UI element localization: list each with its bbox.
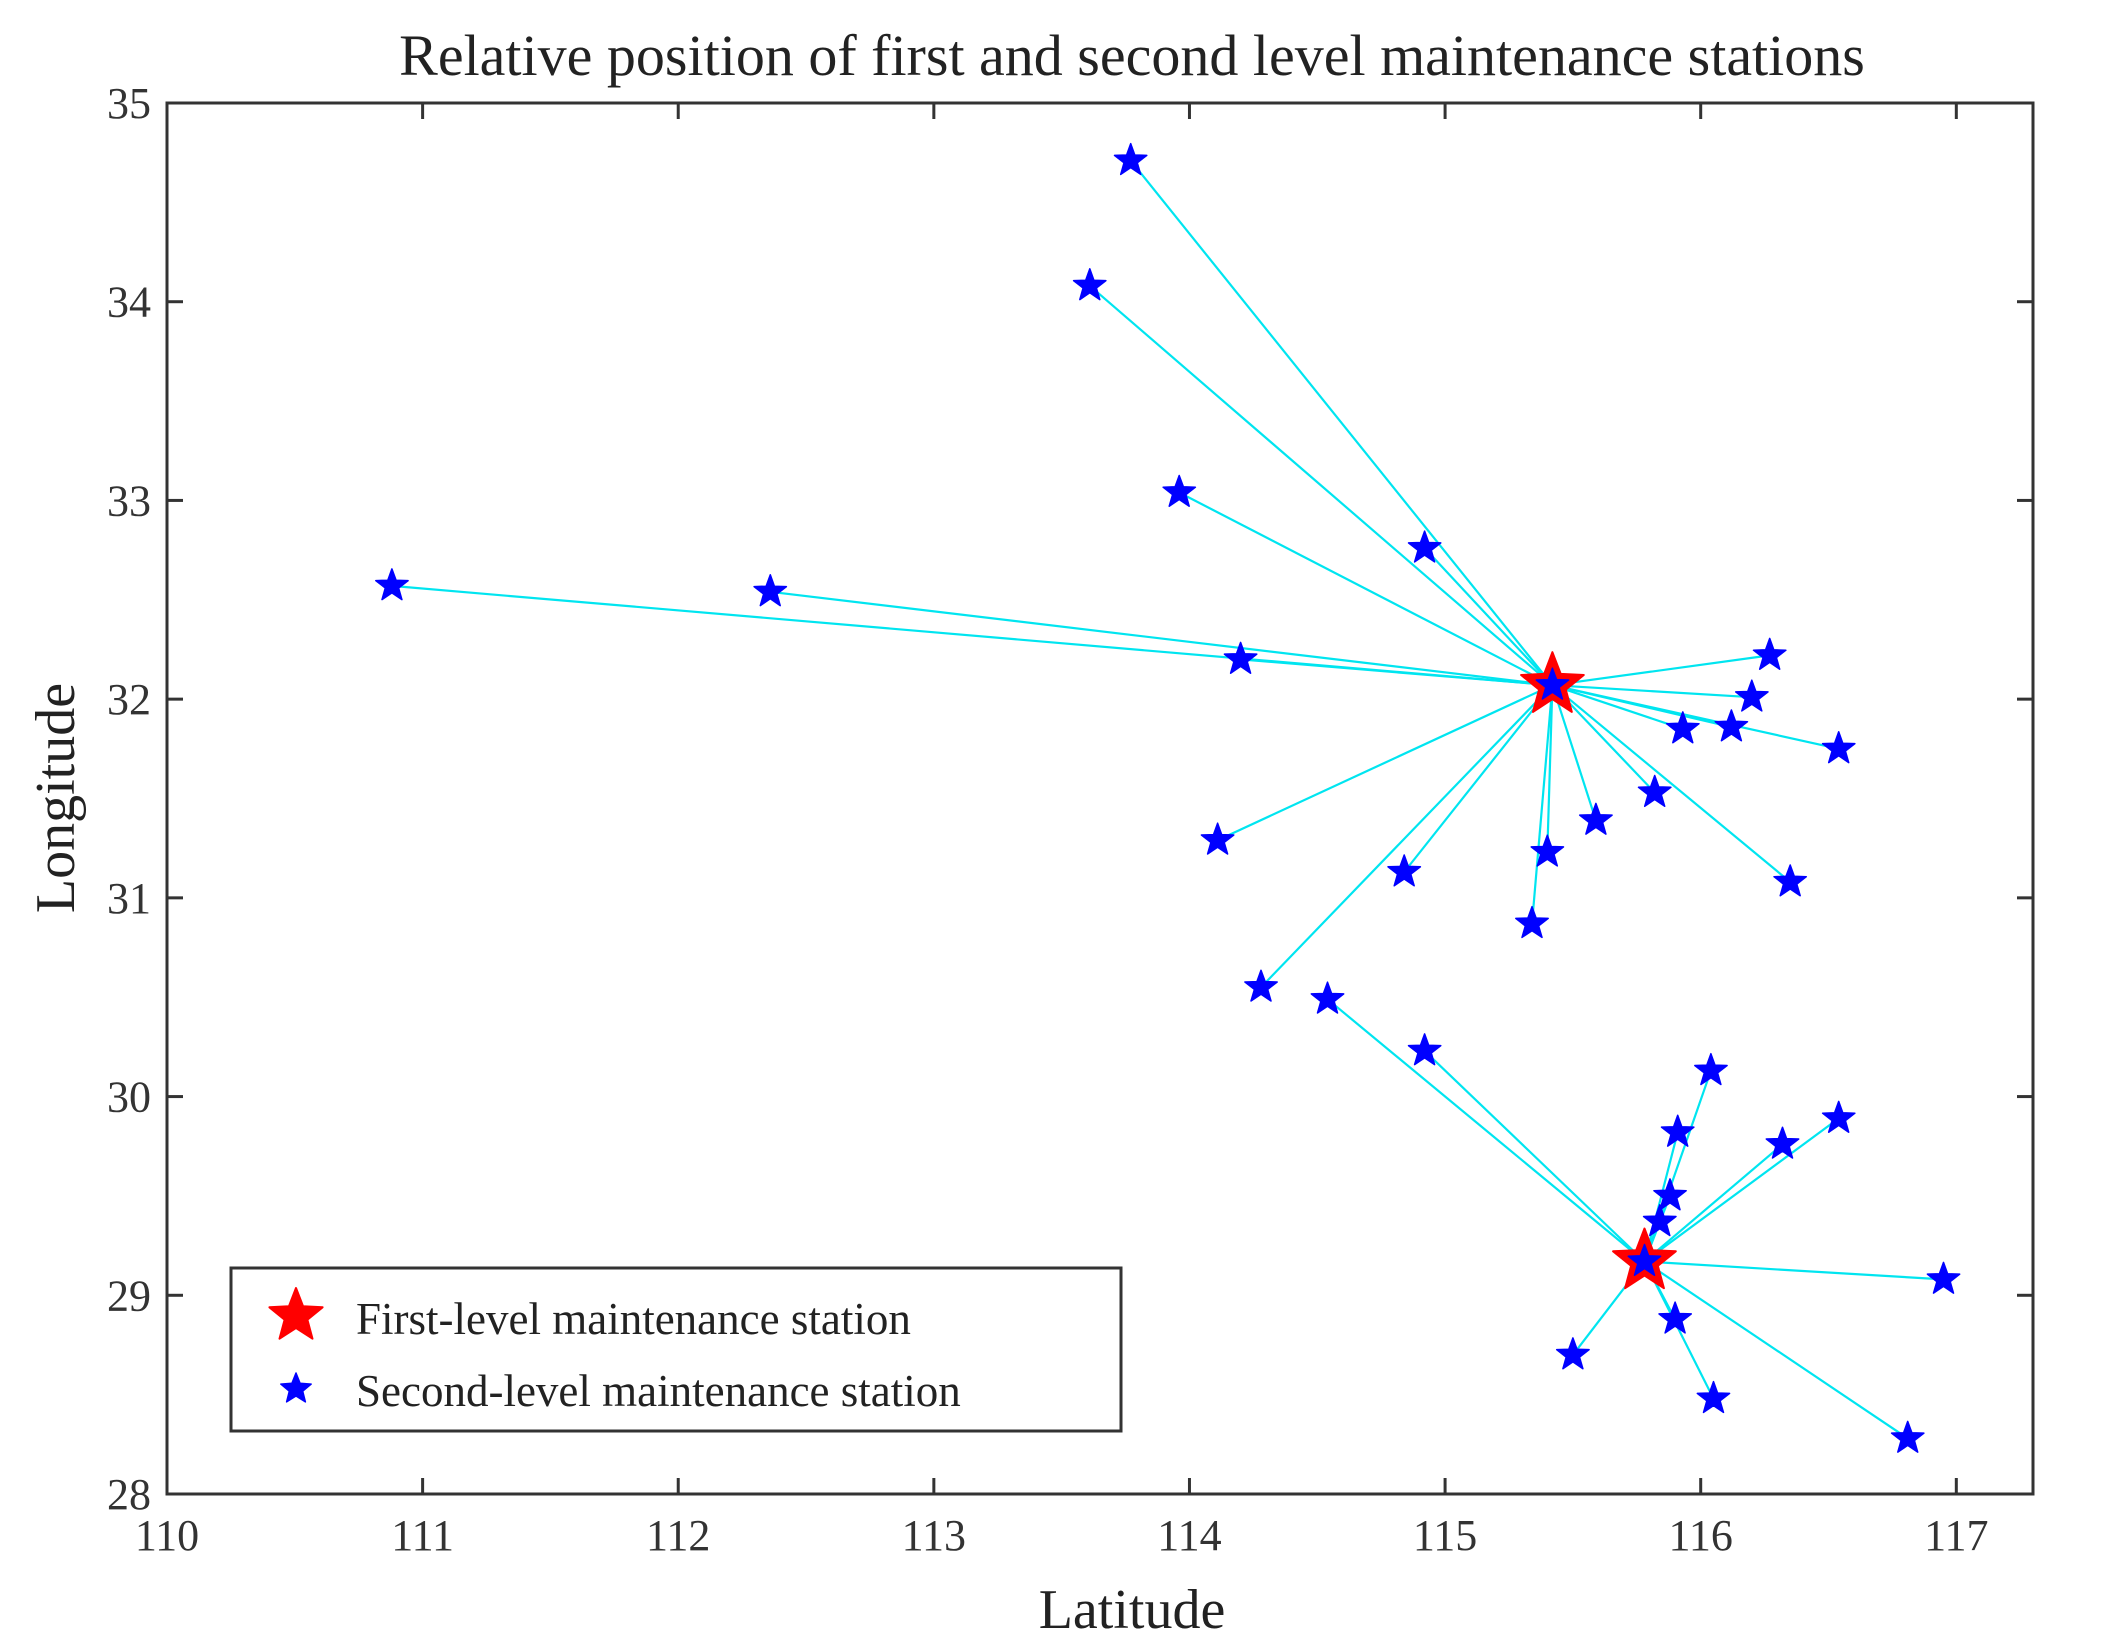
y-tick-label: 29 <box>107 1271 151 1320</box>
second-level-station-marker <box>1637 774 1672 808</box>
second-level-station-marker <box>1660 1114 1695 1147</box>
second-level-station-marker <box>1515 905 1549 939</box>
second-level-station-marker <box>1696 1380 1731 1414</box>
connection-line <box>1423 547 1554 686</box>
second-level-station-marker <box>1555 1337 1590 1370</box>
y-tick-label: 31 <box>107 874 151 923</box>
connection-line <box>770 590 1553 687</box>
connection-line <box>1551 684 1597 821</box>
second-level-station-marker <box>1926 1261 1961 1294</box>
second-level-station-marker <box>753 574 788 607</box>
legend-label-first-level: First-level maintenance station <box>356 1294 911 1344</box>
hub-overlay-markers <box>1535 667 1662 1277</box>
second-level-station-marker <box>1734 679 1769 712</box>
connection-line <box>1129 159 1554 686</box>
second-level-station-marker <box>1072 268 1107 301</box>
connection-line <box>1423 1050 1646 1263</box>
legend-first-level-marker <box>268 1287 324 1340</box>
x-tick-label: 116 <box>1669 1511 1733 1560</box>
connection-line <box>1643 1143 1784 1263</box>
x-tick-label: 117 <box>1924 1511 1988 1560</box>
x-tick-label: 114 <box>1157 1511 1221 1560</box>
hub-second-level-marker <box>1627 1243 1662 1277</box>
connection-line <box>1530 685 1554 924</box>
legend-label-second-level: Second-level maintenance station <box>356 1366 961 1416</box>
connection-line <box>1643 1261 1715 1400</box>
connection-line <box>1643 1260 1909 1440</box>
y-tick-label: 32 <box>107 675 151 724</box>
second-level-station-marker <box>1578 802 1613 835</box>
second-level-station-marker <box>1387 854 1422 887</box>
connection-line <box>1178 491 1553 687</box>
connection-line <box>1326 998 1646 1263</box>
connection-line <box>1260 684 1554 989</box>
second-level-station-marker <box>1223 641 1258 674</box>
connection-line <box>1240 658 1553 687</box>
connection-line <box>1552 684 1839 750</box>
x-tick-label: 110 <box>135 1511 199 1560</box>
second-level-station-marker <box>1407 530 1442 563</box>
legend: First-level maintenance station Second-l… <box>229 1266 1123 1433</box>
y-tick-label: 34 <box>107 278 151 327</box>
connection-line <box>1403 684 1554 873</box>
connection-line <box>1551 684 1791 883</box>
connection-lines <box>391 159 1944 1440</box>
second-level-station-marker <box>1752 637 1787 670</box>
second-level-station-marker <box>1665 711 1700 744</box>
connection-line <box>1217 684 1553 842</box>
chart-title: Relative position of first and second le… <box>399 23 1865 88</box>
second-level-station-marker <box>1714 709 1749 742</box>
legend-markers <box>268 1287 324 1403</box>
second-level-station-marker <box>1890 1420 1925 1453</box>
x-tick-label: 113 <box>902 1511 966 1560</box>
x-axis-ticks: 110 111 112 113 114 115 116 117 <box>135 103 1989 1560</box>
connection-line <box>1644 1260 1944 1281</box>
second-level-station-marker <box>1113 142 1148 176</box>
second-level-station-marker <box>1821 1100 1856 1133</box>
x-axis-label: Latitude <box>1039 1579 1226 1641</box>
connection-line <box>1643 1117 1840 1263</box>
hub-second-level-marker <box>1535 667 1570 700</box>
second-level-station-marker <box>1407 1033 1442 1066</box>
y-tick-label: 30 <box>107 1073 151 1122</box>
second-level-station-marker <box>1200 822 1235 855</box>
y-axis-label: Longitude <box>25 683 87 913</box>
legend-box <box>229 1266 1123 1433</box>
second-level-station-marker <box>375 568 409 601</box>
second-level-markers <box>375 142 1961 1453</box>
y-tick-label: 35 <box>107 79 151 128</box>
second-level-station-marker <box>1653 1178 1687 1211</box>
plot-frame <box>165 101 2035 1496</box>
second-level-station-marker <box>1530 834 1565 867</box>
second-level-station-marker <box>1642 1204 1677 1237</box>
y-tick-label: 28 <box>107 1470 151 1519</box>
connection-line <box>1552 684 1684 730</box>
second-level-station-marker <box>1162 474 1197 507</box>
legend-second-level-marker <box>280 1372 312 1403</box>
connection-line <box>1552 684 1752 699</box>
second-level-station-marker <box>1694 1052 1728 1086</box>
second-level-station-marker <box>1658 1301 1693 1334</box>
second-level-station-marker <box>1310 981 1345 1014</box>
second-level-station-marker <box>1821 731 1856 764</box>
second-level-station-marker <box>1244 969 1278 1002</box>
second-level-station-marker <box>1773 864 1808 897</box>
x-tick-label: 115 <box>1413 1511 1477 1560</box>
connection-line <box>1546 685 1554 853</box>
connection-line <box>1089 284 1554 687</box>
second-level-station-marker <box>1765 1126 1800 1159</box>
y-axis-ticks: 28 29 30 31 32 33 34 35 <box>107 79 2033 1519</box>
x-tick-label: 111 <box>391 1511 454 1560</box>
connection-line <box>1552 654 1770 687</box>
y-tick-label: 33 <box>107 476 151 525</box>
x-tick-label: 112 <box>646 1511 710 1560</box>
